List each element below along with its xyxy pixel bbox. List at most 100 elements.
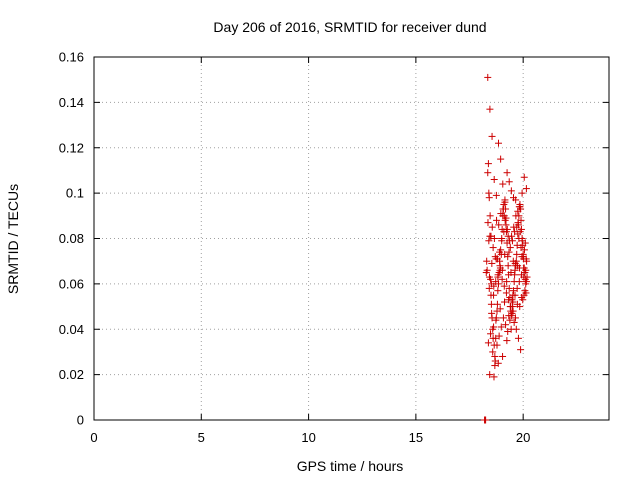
data-point <box>503 337 511 345</box>
data-point <box>515 278 523 286</box>
data-point <box>490 282 498 290</box>
y-tick-label: 0.08 <box>59 231 84 246</box>
data-point <box>513 300 521 308</box>
data-point <box>492 191 500 199</box>
data-point <box>512 212 520 220</box>
data-point <box>522 289 530 297</box>
data-point <box>506 244 514 252</box>
data-point <box>505 284 513 292</box>
data-point <box>492 255 500 263</box>
data-point <box>499 352 507 360</box>
data-point <box>511 266 519 274</box>
data-point <box>490 323 498 331</box>
data-point <box>482 416 490 424</box>
data-point <box>505 312 513 320</box>
data-point <box>502 321 510 329</box>
y-tick-label: 0.14 <box>59 95 84 110</box>
data-point <box>493 300 501 308</box>
data-point <box>495 221 503 229</box>
y-tick-label: 0.16 <box>59 50 84 65</box>
y-tick-label: 0.06 <box>59 276 84 291</box>
data-point <box>520 173 528 181</box>
data-point <box>503 169 511 177</box>
data-point <box>507 325 515 333</box>
data-point <box>505 178 513 186</box>
data-point <box>508 232 516 240</box>
data-point <box>518 189 526 197</box>
data-point <box>494 139 502 147</box>
data-point <box>522 278 530 286</box>
data-point <box>520 246 528 254</box>
data-point <box>485 273 493 281</box>
data-point <box>510 318 518 326</box>
x-tick-label: 20 <box>516 430 530 445</box>
data-point <box>503 225 511 233</box>
data-point <box>518 253 526 261</box>
data-point <box>505 237 513 245</box>
y-tick-label: 0.1 <box>66 186 84 201</box>
y-tick-label: 0.12 <box>59 140 84 155</box>
data-point <box>520 273 528 281</box>
data-point <box>485 284 493 292</box>
data-point <box>487 300 495 308</box>
data-point <box>514 219 522 227</box>
data-point <box>483 266 491 274</box>
data-point <box>516 228 524 236</box>
data-point <box>505 296 513 304</box>
data-point <box>491 352 499 360</box>
y-tick-label: 0.02 <box>59 367 84 382</box>
data-point <box>488 259 496 267</box>
data-point <box>500 282 508 290</box>
data-point <box>490 373 498 381</box>
data-point <box>513 284 521 292</box>
data-point <box>507 187 515 195</box>
data-point <box>502 221 510 229</box>
x-axis-label: GPS time / hours <box>297 458 404 474</box>
data-point <box>504 262 512 270</box>
data-point <box>489 348 497 356</box>
plot-frame <box>93 56 610 421</box>
data-point <box>492 278 500 286</box>
data-point <box>494 271 502 279</box>
data-point <box>514 207 522 215</box>
data-point <box>486 212 494 220</box>
data-point <box>509 307 517 315</box>
data-point <box>510 223 518 231</box>
data-point <box>522 266 530 274</box>
data-point <box>490 291 498 299</box>
data-point <box>494 359 502 367</box>
data-point <box>507 269 515 277</box>
data-point <box>484 160 492 168</box>
data-point <box>498 266 506 274</box>
data-point <box>488 223 496 231</box>
data-points <box>481 73 531 424</box>
data-point <box>497 210 505 218</box>
data-point <box>511 259 519 267</box>
data-point <box>490 176 498 184</box>
data-point <box>483 257 491 265</box>
data-point <box>492 316 500 324</box>
data-point <box>516 203 524 211</box>
chart-title: Day 206 of 2016, SRMTID for receiver dun… <box>213 19 486 35</box>
tick-labels: 0 0.02 0.04 0.06 0.08 0.1 0.12 0.14 0.16 0 5 10 15 20 <box>59 50 531 446</box>
data-point <box>484 169 492 177</box>
data-point <box>510 287 518 295</box>
data-point <box>497 155 505 163</box>
data-point <box>486 105 494 113</box>
data-point <box>490 235 498 242</box>
data-point <box>517 346 525 354</box>
data-point <box>499 314 507 322</box>
grid <box>94 57 609 420</box>
data-point <box>496 305 504 313</box>
data-point <box>487 330 495 338</box>
data-point <box>507 303 515 311</box>
data-point <box>514 334 522 342</box>
data-point <box>486 371 494 379</box>
data-point <box>484 73 492 81</box>
data-point <box>499 205 507 213</box>
x-tick-label: 0 <box>90 430 97 445</box>
x-tick-label: 15 <box>409 430 423 445</box>
data-point <box>523 257 531 265</box>
data-point <box>518 237 526 245</box>
